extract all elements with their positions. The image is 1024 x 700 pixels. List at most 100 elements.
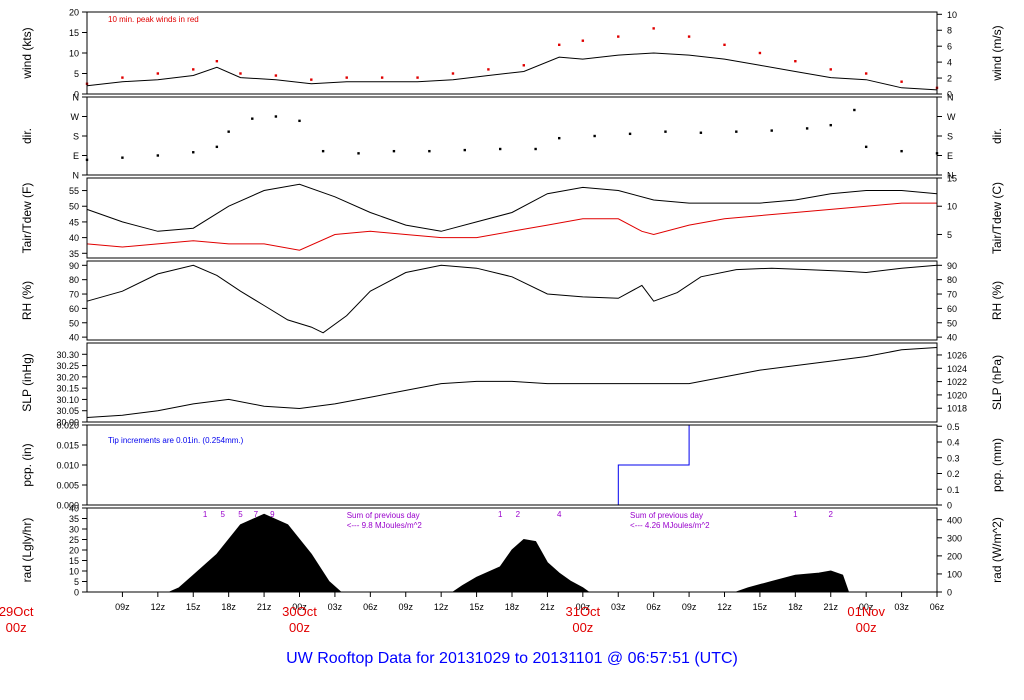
x-tick-label: 00z [292, 602, 307, 612]
slp-ylabel-right: SLP (hPa) [990, 355, 1004, 410]
dir-direction-point-7 [274, 115, 278, 118]
dir-direction-point-5 [227, 130, 230, 133]
dir-direction-point-23 [805, 127, 809, 130]
slp-ytick-label-right: 1020 [947, 390, 967, 400]
dir-direction-point-21 [735, 130, 738, 133]
x-tick-label: 21z [823, 602, 838, 612]
dir-direction-point-1 [121, 156, 124, 159]
x-tick-label: 12z [717, 602, 732, 612]
dir-direction-point-4 [215, 145, 219, 149]
pcp-ytick-label-left: 0.015 [56, 441, 79, 451]
pcp-ytick-label-left: 0.005 [56, 481, 79, 491]
wind-peak-winds-point-22 [829, 68, 832, 71]
x-tick-label: 00z [576, 602, 591, 612]
wind-peak-winds-point-13 [522, 64, 526, 67]
rh-ytick-label-left: 80 [69, 275, 79, 285]
x-tick-label: 15z [186, 602, 201, 612]
slp-ytick-label-left: 30.00 [56, 418, 79, 428]
slp-SLP-line [86, 347, 938, 418]
rad-hour-mark-2: 5 [238, 510, 243, 519]
wind-ytick-label-left: 5 [74, 69, 79, 79]
rh-frame [86, 260, 938, 341]
temp-ytick-label-left: 45 [69, 217, 79, 227]
rad-ytick-label-left: 10 [69, 567, 79, 577]
pcp-ytick-label-right: 0 [947, 501, 952, 511]
dir-direction-point-9 [321, 149, 325, 153]
pcp-ytick-label-right: 0.4 [947, 438, 960, 448]
wind-ylabel-left: wind (kts) [20, 27, 34, 79]
dir-direction-point-25 [853, 108, 856, 112]
panel-rh: 40 50 60 70 80 90 40 50 60 70 80 90 RH (%) RH (%) [20, 260, 1004, 343]
wind-peak-winds-point-5 [239, 72, 242, 75]
x-tick-label: 12z [151, 602, 166, 612]
slp-ytick-label-left: 30.10 [56, 395, 79, 405]
rad-hour-mark-1: 5 [221, 510, 226, 519]
rad-hour-mark-3: 7 [254, 510, 259, 519]
rad-annotation-3: <--- 4.26 MJoules/m^2 [630, 521, 710, 530]
x-tick-label: 06z [646, 602, 661, 612]
x-tick-label: 06z [930, 602, 945, 612]
panel-pcp: 0.000 0.005 0.010 0.015 0.020 0 0.1 0.2 0.3 0.4 0.… [20, 421, 1004, 511]
dir-direction-point-26 [864, 145, 868, 149]
temp-frame [86, 177, 938, 259]
wind-ytick-label-left: 15 [69, 28, 79, 38]
rh-ytick-label-left: 70 [69, 290, 79, 300]
rad-hour-mark-0: 1 [203, 510, 208, 519]
wind-peak-winds-point-4 [215, 60, 219, 63]
wind-peak-winds-point-16 [617, 35, 620, 38]
rad-annotation-2: Sum of previous day [630, 511, 703, 520]
rh-RH-line [86, 264, 938, 334]
x-tick-label: 03z [894, 602, 909, 612]
dir-ylabel-left: dir. [20, 128, 34, 144]
wind-ytick-label-left: 10 [69, 49, 79, 59]
pcp-annotation: Tip increments are 0.01in. (0.254mm.) [108, 436, 244, 445]
x-tick-label: 15z [469, 602, 484, 612]
dir-direction-point-2 [156, 154, 160, 157]
x-tick-label: 18z [788, 602, 803, 612]
dir-ytick-label-right: N [947, 171, 954, 181]
dir-direction-point-8 [298, 119, 301, 123]
slp-ytick-label-right: 1026 [947, 350, 967, 360]
rad-hour-mark-7: 4 [557, 510, 562, 519]
slp-ytick-label-left: 30.15 [56, 384, 79, 394]
rh-ytick-label-left: 50 [69, 318, 79, 328]
dir-ytick-label-left: W [71, 112, 80, 122]
wind-peak-winds-point-1 [121, 76, 124, 79]
x-tick-label: 09z [398, 602, 413, 612]
temp-ytick-label-right: 5 [947, 230, 952, 240]
panel-wind: 0 5 10 15 20 0 2 4 6 8 10 wind (kts) wind (m/s) 10 mi… [20, 8, 1004, 100]
x-tick-label: 03z [611, 602, 626, 612]
pcp-ytick-label-left: 0.000 [56, 501, 79, 511]
wind-peak-winds-point-19 [723, 43, 726, 46]
wind-peak-winds-point-2 [156, 72, 160, 75]
dir-direction-point-6 [251, 117, 254, 120]
day-label-sub-1: 00z [289, 620, 310, 635]
slp-ytick-label-left: 30.20 [56, 372, 79, 382]
day-label-sub-3: 00z [856, 620, 877, 635]
rh-ytick-label-left: 90 [69, 261, 79, 271]
wind-ytick-label-right: 8 [947, 26, 952, 36]
rad-ytick-label-left: 40 [69, 504, 79, 514]
slp-ylabel-left: SLP (inHg) [20, 353, 34, 411]
x-tick-label: 12z [434, 602, 449, 612]
rh-ytick-label-right: 50 [947, 318, 957, 328]
wind-ytick-label-right: 4 [947, 58, 952, 68]
x-tick-label: 18z [221, 602, 236, 612]
rad-ytick-label-left: 20 [69, 546, 79, 556]
rh-ytick-label-left: 40 [69, 333, 79, 343]
rad-ytick-label-left: 30 [69, 525, 79, 535]
rh-ylabel-left: RH (%) [20, 281, 34, 320]
day-label-date-3: 01Nov [847, 604, 885, 619]
x-tick-label: 15z [753, 602, 768, 612]
wind-ytick-label-right: 2 [947, 74, 952, 84]
pcp-ytick-label-left: 0.020 [56, 421, 79, 431]
rad-hour-mark-8: 1 [793, 510, 798, 519]
rad-area [169, 513, 850, 593]
wind-peak-winds-point-23 [864, 72, 868, 75]
dir-direction-point-3 [192, 151, 195, 154]
wind-annotation: 10 min. peak winds in red [108, 15, 199, 24]
dir-direction-point-24 [829, 123, 832, 127]
